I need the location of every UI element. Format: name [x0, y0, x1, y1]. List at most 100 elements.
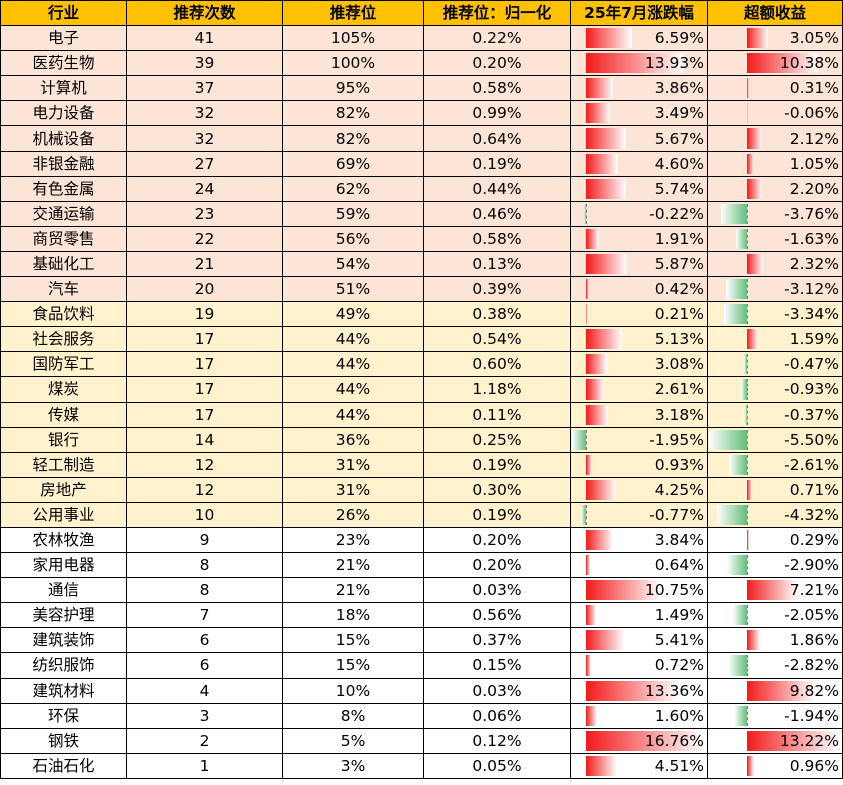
recommend-position-cell: 54%: [282, 250, 424, 278]
normalized-position-cell: 0.20%: [423, 526, 571, 554]
table-row[interactable]: 商贸零售 22 56% 0.58% 1.91% -1.63%: [0, 225, 843, 252]
recommend-count-cell: 21: [126, 250, 283, 278]
recommend-position-cell: 82%: [282, 125, 424, 152]
negative-data-bar: [725, 279, 748, 300]
table-row[interactable]: 社会服务 17 44% 0.54% 5.13% 1.59%: [0, 326, 843, 353]
recommend-position-cell: 51%: [282, 276, 424, 303]
bar-value-label: 3.18%: [654, 405, 704, 424]
bar-value-label: 1.86%: [789, 631, 839, 650]
recommend-count-cell: 17: [126, 401, 283, 428]
table-row[interactable]: 汽车 20 51% 0.39% 0.42% -3.12%: [0, 276, 843, 303]
table-row[interactable]: 基础化工 21 54% 0.13% 5.87% 2.32%: [0, 250, 843, 278]
table-row[interactable]: 建筑材料 4 10% 0.03% 13.36% 9.82%: [0, 677, 843, 704]
header-july-return[interactable]: 25年7月涨跌幅: [570, 0, 708, 27]
bar-value-label: 0.93%: [654, 455, 704, 474]
positive-data-bar: [747, 53, 819, 74]
table-row[interactable]: 家用电器 8 21% 0.20% 0.64% -2.90%: [0, 552, 843, 579]
bar-axis: [747, 429, 749, 450]
bar-axis: [747, 404, 749, 425]
normalized-position-cell: 0.25%: [423, 426, 571, 453]
bar-axis: [585, 504, 587, 525]
negative-data-bar: [724, 304, 748, 325]
july-return-cell: 2.61%: [570, 376, 708, 403]
table-row[interactable]: 机械设备 32 82% 0.64% 5.67% 2.12%: [0, 125, 843, 152]
table-row[interactable]: 交通运输 23 59% 0.46% -0.22% -3.76%: [0, 200, 843, 227]
bar-value-label: 4.60%: [654, 154, 704, 173]
table-row[interactable]: 轻工制造 12 31% 0.19% 0.93% -2.61%: [0, 451, 843, 478]
table-row[interactable]: 传媒 17 44% 0.11% 3.18% -0.37%: [0, 401, 843, 428]
table-row[interactable]: 农林牧渔 9 23% 0.20% 3.84% 0.29%: [0, 526, 843, 554]
recommend-position-cell: 8%: [282, 702, 424, 729]
recommend-count-cell: 8: [126, 577, 283, 604]
bar-value-label: 1.49%: [654, 606, 704, 625]
header-recommend-count[interactable]: 推荐次数: [126, 0, 283, 27]
table-row[interactable]: 银行 14 36% 0.25% -1.95% -5.50%: [0, 426, 843, 453]
industry-cell: 石油石化: [0, 752, 127, 779]
positive-data-bar: [585, 28, 632, 49]
excess-return-cell: -0.47%: [707, 351, 843, 378]
july-return-cell: 5.67%: [570, 125, 708, 152]
negative-data-bar: [709, 429, 748, 450]
excess-return-cell: -2.90%: [707, 552, 843, 579]
excess-return-cell: 0.71%: [707, 476, 843, 503]
table-row[interactable]: 医药生物 39 100% 0.20% 13.93% 10.38%: [0, 50, 843, 77]
bar-value-label: 3.05%: [789, 29, 839, 48]
table-row[interactable]: 石油石化 1 3% 0.05% 4.51% 0.96%: [0, 752, 843, 779]
normalized-position-cell: 0.05%: [423, 752, 571, 779]
july-return-cell: -0.77%: [570, 501, 708, 528]
recommend-position-cell: 62%: [282, 175, 424, 202]
bar-value-label: -0.22%: [649, 204, 704, 223]
header-excess-return[interactable]: 超额收益: [707, 0, 843, 27]
normalized-position-cell: 0.60%: [423, 351, 571, 378]
recommend-count-cell: 32: [126, 125, 283, 152]
table-row[interactable]: 环保 3 8% 0.06% 1.60% -1.94%: [0, 702, 843, 729]
recommend-position-cell: 44%: [282, 376, 424, 403]
table-row[interactable]: 纺织服饰 6 15% 0.15% 0.72% -2.82%: [0, 652, 843, 679]
table-row[interactable]: 通信 8 21% 0.03% 10.75% 7.21%: [0, 577, 843, 604]
recommend-count-cell: 12: [126, 476, 283, 503]
header-industry[interactable]: 行业: [0, 0, 127, 27]
table-row[interactable]: 煤炭 17 44% 1.18% 2.61% -0.93%: [0, 376, 843, 403]
header-recommend-position[interactable]: 推荐位: [282, 0, 424, 27]
positive-data-bar: [747, 28, 769, 49]
table-row[interactable]: 公用事业 10 26% 0.19% -0.77% -4.32%: [0, 501, 843, 528]
table-row[interactable]: 食品饮料 19 49% 0.38% 0.21% -3.34%: [0, 301, 843, 328]
normalized-position-cell: 0.20%: [423, 552, 571, 579]
july-return-cell: -1.95%: [570, 426, 708, 453]
table-row[interactable]: 建筑装饰 6 15% 0.37% 5.41% 1.86%: [0, 627, 843, 654]
table-row[interactable]: 计算机 37 95% 0.58% 3.86% 0.31%: [0, 75, 843, 102]
recommend-position-cell: 31%: [282, 451, 424, 478]
table-row[interactable]: 有色金属 24 62% 0.44% 5.74% 2.20%: [0, 175, 843, 202]
table-row[interactable]: 房地产 12 31% 0.30% 4.25% 0.71%: [0, 476, 843, 503]
header-row: 行业 推荐次数 推荐位 推荐位：归一化 25年7月涨跌幅 超额收益: [0, 0, 843, 27]
july-return-cell: 0.21%: [570, 301, 708, 328]
bar-value-label: 10.38%: [779, 54, 839, 73]
recommend-count-cell: 19: [126, 301, 283, 328]
recommend-position-cell: 44%: [282, 351, 424, 378]
july-return-cell: 4.60%: [570, 150, 708, 177]
excess-return-cell: 13.22%: [707, 727, 843, 754]
normalized-position-cell: 0.03%: [423, 677, 571, 704]
july-return-cell: 13.36%: [570, 677, 708, 704]
header-normalized-position[interactable]: 推荐位：归一化: [423, 0, 571, 27]
positive-data-bar: [585, 329, 622, 350]
excess-return-cell: -3.12%: [707, 276, 843, 303]
normalized-position-cell: 0.30%: [423, 476, 571, 503]
bar-axis: [747, 454, 749, 475]
table-row[interactable]: 非银金融 27 69% 0.19% 4.60% 1.05%: [0, 150, 843, 177]
normalized-position-cell: 0.15%: [423, 652, 571, 679]
industry-cell: 机械设备: [0, 125, 127, 152]
positive-data-bar: [585, 53, 684, 74]
table-row[interactable]: 钢铁 2 5% 0.12% 16.76% 13.22%: [0, 727, 843, 754]
table-row[interactable]: 电子 41 105% 0.22% 6.59% 3.05%: [0, 25, 843, 52]
table-row[interactable]: 电力设备 32 82% 0.99% 3.49% -0.06%: [0, 100, 843, 127]
positive-data-bar: [747, 329, 759, 350]
excess-return-cell: -0.37%: [707, 401, 843, 428]
july-return-cell: 4.51%: [570, 752, 708, 779]
industry-cell: 家用电器: [0, 552, 127, 579]
bar-axis: [747, 379, 749, 400]
table-row[interactable]: 美容护理 7 18% 0.56% 1.49% -2.05%: [0, 602, 843, 629]
negative-data-bar: [727, 555, 748, 576]
positive-data-bar: [747, 178, 763, 199]
table-row[interactable]: 国防军工 17 44% 0.60% 3.08% -0.47%: [0, 351, 843, 378]
